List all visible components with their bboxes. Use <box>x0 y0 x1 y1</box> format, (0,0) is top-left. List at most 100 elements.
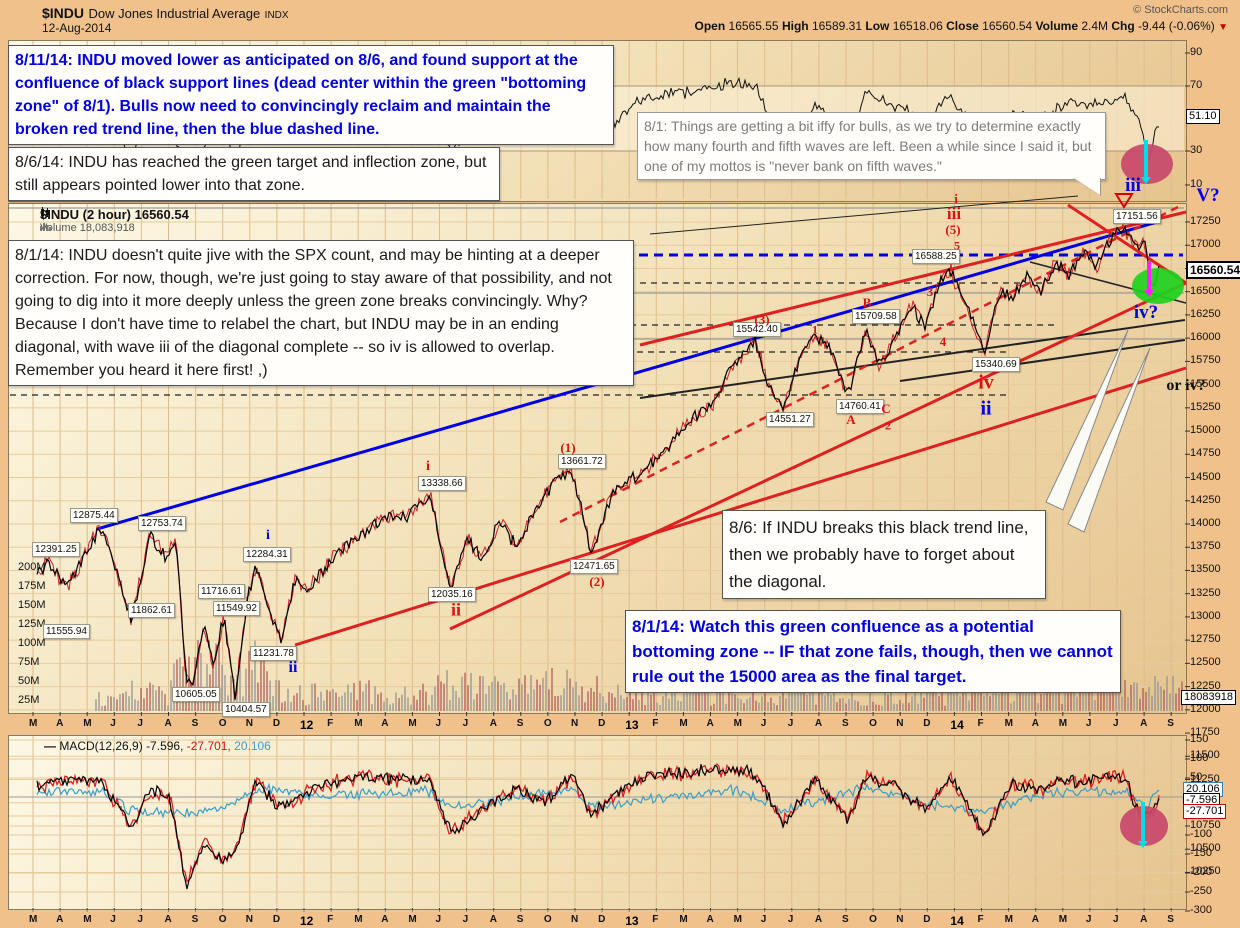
volume-bar <box>884 690 886 711</box>
volume-bar <box>986 686 988 711</box>
volume-bar <box>203 698 205 711</box>
volume-bar <box>692 692 694 711</box>
macd-axis-label: 100 <box>1190 752 1209 764</box>
volume-bar <box>338 696 340 711</box>
volume-bar <box>1049 682 1051 711</box>
volume-bar <box>551 668 553 711</box>
volume-bar <box>317 697 319 711</box>
wave-label: 4 <box>939 334 947 349</box>
volume-bar <box>497 681 499 711</box>
wave-label: (3) <box>754 312 770 327</box>
price-pivot-label: 11549.92 <box>213 601 260 616</box>
volume-bar <box>1010 703 1012 711</box>
volume-bar <box>941 686 943 711</box>
month-label: M <box>1058 718 1068 729</box>
volume-bar <box>776 705 778 711</box>
wave-label: i <box>954 191 958 206</box>
price-pivot-label: 11716.61 <box>198 584 245 599</box>
month-label: D <box>923 914 931 925</box>
price-pivot-label: 14551.27 <box>766 412 814 427</box>
month-label: O <box>869 718 877 729</box>
rsi-current-box: 51.10 <box>1186 109 1220 124</box>
month-label: A <box>706 718 714 729</box>
volume-bar <box>530 675 532 711</box>
volume-bar <box>278 680 280 711</box>
volume-bar <box>353 683 355 711</box>
volume-bar <box>239 651 241 711</box>
volume-bar <box>389 704 391 711</box>
month-label: A <box>1031 718 1039 729</box>
month-label: S <box>516 718 524 729</box>
volume-bar <box>128 696 130 711</box>
volume-legend: Volume 18,083,918 <box>40 222 135 234</box>
macd-line-icon: — <box>44 739 56 753</box>
volume-bar <box>539 684 541 711</box>
volume-bar <box>857 701 859 711</box>
month-label: J <box>435 914 442 925</box>
volume-bar <box>308 704 310 711</box>
volume-bar <box>104 705 106 711</box>
month-label: 13 <box>625 718 639 732</box>
month-label: F <box>977 718 984 729</box>
wave-label: i <box>266 528 270 543</box>
volume-bar <box>605 702 607 711</box>
price-legend-text: $INDU (2 hour) 16560.54 <box>40 207 189 222</box>
volume-bar <box>797 690 799 711</box>
month-label: M <box>408 914 417 925</box>
volume-bar <box>215 643 217 711</box>
volume-bar <box>1079 688 1081 711</box>
volume-bar <box>707 684 709 711</box>
volume-bar <box>665 686 667 711</box>
volume-bar <box>602 696 604 711</box>
volume-axis-label: 100M <box>18 637 46 649</box>
volume-bar <box>1094 700 1096 711</box>
month-label: J <box>787 718 794 729</box>
volume-bar <box>272 695 274 711</box>
volume-bar <box>686 680 688 711</box>
volume-bar <box>437 675 439 711</box>
month-label: J <box>110 914 116 925</box>
volume-bar <box>1160 686 1162 711</box>
volume-bar <box>905 689 907 711</box>
volume-bar <box>569 678 571 711</box>
volume-bar <box>533 689 535 711</box>
volume-bar <box>137 700 139 711</box>
volume-bar <box>302 700 304 711</box>
volume-bar <box>1142 688 1144 711</box>
volume-bar <box>800 684 802 711</box>
volume-bar <box>476 693 478 711</box>
month-label: M <box>1004 914 1013 925</box>
price-axis-label: 14000 <box>1190 516 1221 529</box>
price-axis-label: 10750 <box>1190 818 1221 831</box>
price-axis-label: 12500 <box>1190 656 1221 669</box>
volume-bar <box>1154 675 1156 711</box>
month-label: J <box>1085 914 1092 925</box>
close-value: 16560.54 <box>982 19 1033 33</box>
volume-bar <box>167 705 169 711</box>
volume-bar <box>611 693 613 711</box>
volume-bar <box>968 700 970 711</box>
price-pivot-label: 15340.69 <box>972 357 1020 372</box>
volume-bar <box>794 688 796 711</box>
volume-bar <box>977 685 979 711</box>
price-pivot-label: 11555.94 <box>43 624 90 639</box>
volume-bar <box>230 675 232 711</box>
volume-bar <box>434 686 436 711</box>
price-axis-label: 11250 <box>1190 772 1220 785</box>
volume-bar <box>344 692 346 711</box>
volume-bar <box>911 696 913 711</box>
macd-value-2: -27.701, <box>186 739 231 753</box>
price-pivot-label: 12391.25 <box>32 542 80 557</box>
volume-bar <box>473 699 475 711</box>
high-value: 16589.31 <box>811 19 863 33</box>
volume-bar <box>965 687 967 711</box>
volume-bar <box>1178 687 1180 711</box>
volume-bar <box>647 680 649 711</box>
price-axis-label: 16250 <box>1190 307 1221 320</box>
volume-bar <box>452 685 454 711</box>
volume-bar <box>362 691 364 711</box>
month-label: 12 <box>300 914 314 928</box>
low-label: Low <box>865 19 890 33</box>
volume-bar <box>95 699 97 711</box>
